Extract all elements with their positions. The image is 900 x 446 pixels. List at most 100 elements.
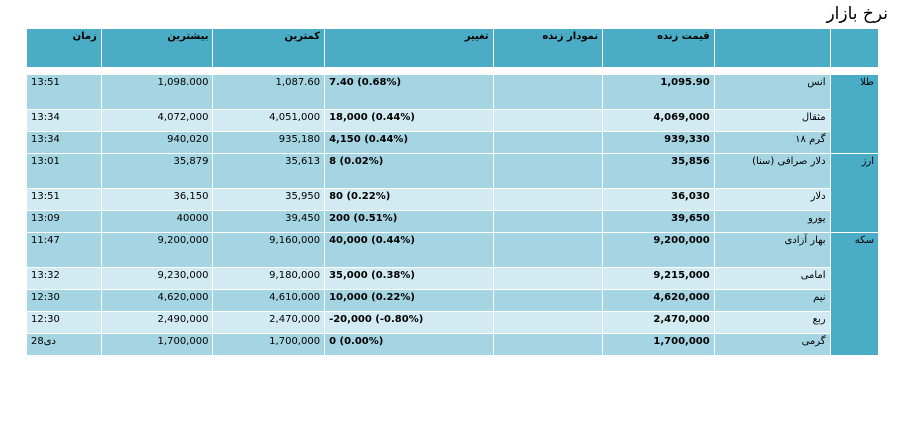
item-name-cell: دلار <box>713 188 831 211</box>
header-change: تغییر <box>324 28 494 68</box>
time-cell: 13:51 <box>26 188 102 211</box>
item-name-cell: یورو <box>713 210 831 233</box>
market-rates-table: قیمت زنده نمودار زنده تغییر کمترین بیشتر… <box>26 28 880 356</box>
change-cell: 18,000 (0.44%) <box>324 109 494 132</box>
change-cell: 40,000 (0.44%) <box>324 232 494 268</box>
table-row: ارز دلار صرافی (سنا) 35,856 8 (0.02%) 35,613… <box>26 153 880 233</box>
table-row: امامی 9,215,000 35,000 (0.38%) 9,180,000 9,2… <box>26 267 879 290</box>
price-cell: 9,200,000 <box>602 232 715 268</box>
header-chart: نمودار زنده <box>492 28 604 68</box>
table-row: ربع 2,470,000 -20,000 (-0.80%) 2,470,000 2,4… <box>26 311 879 334</box>
table-row: گرم ۱۸ 939,330 4,150 (0.44%) 935,180 940,020… <box>26 131 879 154</box>
low-cell: 9,180,000 <box>212 267 326 290</box>
high-cell: 40000 <box>100 210 214 233</box>
live-chart-cell <box>492 289 604 312</box>
item-name-cell: ربع <box>713 311 831 334</box>
change-cell: 4,150 (0.44%) <box>324 131 494 154</box>
change-cell: -20,000 (-0.80%) <box>324 311 494 334</box>
low-cell: 9,160,000 <box>212 232 326 268</box>
table-row: دلار 36,030 80 (0.22%) 35,950 36,150 13:51 <box>26 188 879 211</box>
time-cell: 13:51 <box>26 74 102 110</box>
header-low: کمترین <box>212 28 326 68</box>
table-row: مثقال 4,069,000 18,000 (0.44%) 4,051,000 4,0… <box>26 109 879 132</box>
live-chart-cell <box>492 131 604 154</box>
category-cell: سکه <box>829 232 880 356</box>
high-cell: 9,230,000 <box>100 267 214 290</box>
time-cell: 13:32 <box>26 267 102 290</box>
table-row: نیم 4,620,000 10,000 (0.22%) 4,610,000 4,620… <box>26 289 879 312</box>
high-cell: 35,879 <box>100 153 214 189</box>
table-row: گرمی 1,700,000 0 (0.00%) 1,700,000 1,700,000… <box>26 333 879 356</box>
item-name-cell: گرم ۱۸ <box>713 131 831 154</box>
table-header-row: قیمت زنده نمودار زنده تغییر کمترین بیشتر… <box>26 28 880 68</box>
category-cell: طلا <box>829 74 880 154</box>
table-row: سکه بهار آزادی 9,200,000 40,000 (0.44%) 9,16… <box>26 232 880 356</box>
item-name-cell: دلار صرافی (سنا) <box>713 153 831 189</box>
category-cell: ارز <box>829 153 880 233</box>
price-cell: 9,215,000 <box>602 267 715 290</box>
low-cell: 1,700,000 <box>212 333 326 356</box>
high-cell: 2,490,000 <box>100 311 214 334</box>
change-cell: 35,000 (0.38%) <box>324 267 494 290</box>
price-cell: 2,470,000 <box>602 311 715 334</box>
time-cell: 13:09 <box>26 210 102 233</box>
low-cell: 35,613 <box>212 153 326 189</box>
item-name-cell: انس <box>713 74 831 110</box>
high-cell: 1,098.000 <box>100 74 214 110</box>
live-chart-cell <box>492 232 604 268</box>
live-chart-cell <box>492 188 604 211</box>
low-cell: 35,950 <box>212 188 326 211</box>
time-cell: 13:34 <box>26 109 102 132</box>
low-cell: 4,610,000 <box>212 289 326 312</box>
time-cell: 13:01 <box>26 153 102 189</box>
price-cell: 939,330 <box>602 131 715 154</box>
time-cell: 12:30 <box>26 289 102 312</box>
header-price: قیمت زنده <box>602 28 715 68</box>
price-cell: 36,030 <box>602 188 715 211</box>
price-cell: 1,095.90 <box>602 74 715 110</box>
high-cell: 940,020 <box>100 131 214 154</box>
price-cell: 4,620,000 <box>602 289 715 312</box>
change-cell: 7.40 (0.68%) <box>324 74 494 110</box>
header-spacer <box>26 67 879 75</box>
price-cell: 39,650 <box>602 210 715 233</box>
live-chart-cell <box>492 210 604 233</box>
time-cell: 12:30 <box>26 311 102 334</box>
high-cell: 4,072,000 <box>100 109 214 132</box>
item-name-cell: گرمی <box>713 333 831 356</box>
time-cell: 11:47 <box>26 232 102 268</box>
high-cell: 4,620,000 <box>100 289 214 312</box>
low-cell: 935,180 <box>212 131 326 154</box>
live-chart-cell <box>492 74 604 110</box>
item-name-cell: مثقال <box>713 109 831 132</box>
live-chart-cell <box>492 109 604 132</box>
change-cell: 8 (0.02%) <box>324 153 494 189</box>
low-cell: 39,450 <box>212 210 326 233</box>
time-cell: 28دی <box>26 333 102 356</box>
header-item <box>713 28 831 68</box>
change-cell: 0 (0.00%) <box>324 333 494 356</box>
item-name-cell: بهار آزادی <box>713 232 831 268</box>
price-cell: 35,856 <box>602 153 715 189</box>
table-row: طلا انس 1,095.90 7.40 (0.68%) 1,087.60 1,098.… <box>26 74 880 154</box>
header-high: بیشترین <box>100 28 214 68</box>
price-cell: 4,069,000 <box>602 109 715 132</box>
time-cell: 13:34 <box>26 131 102 154</box>
high-cell: 36,150 <box>100 188 214 211</box>
live-chart-cell <box>492 333 604 356</box>
high-cell: 9,200,000 <box>100 232 214 268</box>
item-name-cell: امامی <box>713 267 831 290</box>
live-chart-cell <box>492 153 604 189</box>
table-row: یورو 39,650 200 (0.51%) 39,450 40000 13:09 <box>26 210 879 233</box>
low-cell: 1,087.60 <box>212 74 326 110</box>
header-category <box>829 28 880 68</box>
change-cell: 200 (0.51%) <box>324 210 494 233</box>
high-cell: 1,700,000 <box>100 333 214 356</box>
live-chart-cell <box>492 267 604 290</box>
page-title: نرخ بازار <box>826 4 888 24</box>
low-cell: 2,470,000 <box>212 311 326 334</box>
live-chart-cell <box>492 311 604 334</box>
header-time: زمان <box>26 28 102 68</box>
change-cell: 80 (0.22%) <box>324 188 494 211</box>
item-name-cell: نیم <box>713 289 831 312</box>
